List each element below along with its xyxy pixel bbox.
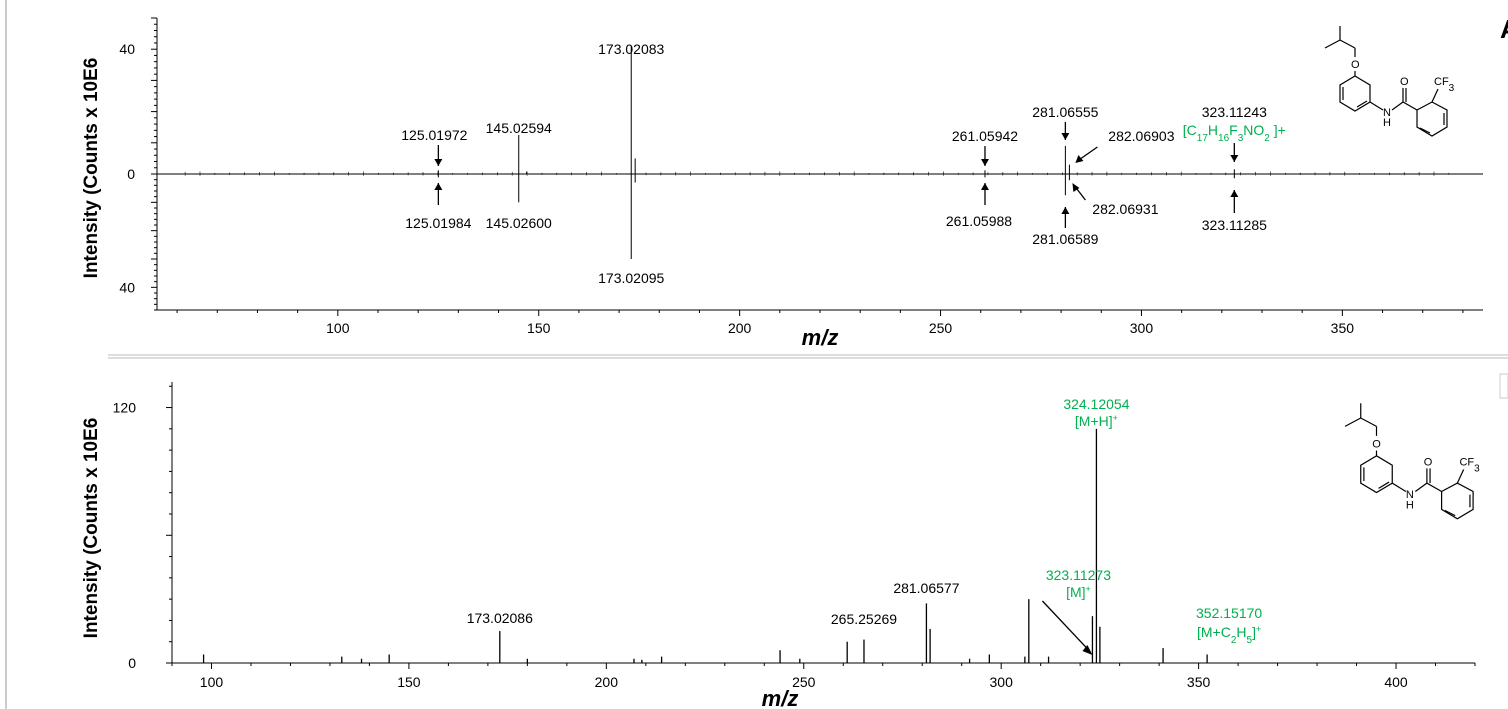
panel-a-structure-bond-cf3 xyxy=(1431,88,1439,103)
panel-b-y-ticks: 120 0 xyxy=(113,385,172,671)
panel-a-x-tick-label: 250 xyxy=(929,320,953,336)
panel-a-letter: A xyxy=(1500,14,1508,44)
panel-b-ion-label: [M]+ xyxy=(1066,584,1091,600)
panel-a-top-arrow-head xyxy=(1061,133,1070,140)
panel-a-bottom-arrow-head xyxy=(434,183,443,190)
panel-a-arrow-head xyxy=(1072,183,1080,192)
panel-a-y-tick-label: 40 xyxy=(119,279,135,295)
panel-b-structure-bond-n xyxy=(1391,482,1407,493)
panel-a-x-tick-label: 100 xyxy=(326,320,350,336)
panel-b-structure-drawing: O NH O CF3 xyxy=(1344,403,1480,520)
panel-a-x-tick-label: 200 xyxy=(728,320,752,336)
panel-b-structure-atom-o: O xyxy=(1372,438,1381,450)
panel-b-structure-ring-1 xyxy=(1360,455,1393,494)
panel-b-structure-ring-2 xyxy=(1440,482,1474,520)
panel-b-x-tick-label: 350 xyxy=(1187,674,1211,690)
panel-a-structure-ring-1-double-2 xyxy=(1356,100,1368,108)
panel-a-top-peak-label: 173.02083 xyxy=(598,41,664,57)
panel-b-ion-label: [M+H]+ xyxy=(1075,413,1118,429)
panel-a-x-ticks: 100 150 200 250 300 350 xyxy=(176,310,1464,336)
panel-b-y-axis-label: Intensity (Counts x 10E6 xyxy=(81,418,102,639)
panel-a-x-tick-label: 350 xyxy=(1331,320,1355,336)
panel-a-structure-ring-2 xyxy=(1416,101,1448,137)
panel-a-structure-ring-1 xyxy=(1339,75,1371,112)
panel-a-top-peak-label: 261.05942 xyxy=(952,128,1018,144)
panel-a-bottom-arrow-head xyxy=(1061,207,1070,214)
panel-a-x-axis-label: m/z xyxy=(802,325,839,350)
panel-b-structure-cf3-label: CF3 xyxy=(1459,456,1480,474)
panel-b-peak-label: 323.11273 xyxy=(1046,567,1111,583)
panel-b-y-tick-label: 120 xyxy=(113,400,137,416)
panel-a-formula-label: [C17H16F3NO2 ]+ xyxy=(1183,122,1286,144)
panel-a-structure-atom-o2: O xyxy=(1400,76,1409,88)
panel-b-x-tick-label: 200 xyxy=(595,674,619,690)
panel-a-bottom-peak-label: 261.05988 xyxy=(946,213,1012,229)
panel-b-structure-ring-2-double-2 xyxy=(1444,509,1456,517)
panel-b-structure-ring-1-double-2 xyxy=(1378,481,1390,489)
panel-a-bottom-peak-label: 323.11285 xyxy=(1202,217,1267,233)
panel-a-top-peak-label: 281.06555 xyxy=(1032,104,1098,120)
panel-b-structure-bond-cf3 xyxy=(1456,469,1465,484)
panel-b-peak-label: 281.06577 xyxy=(893,580,959,596)
panel-a-bottom-arrow-head xyxy=(1230,190,1239,197)
panel-a-structure-drawing: O NH O CF3 xyxy=(1324,26,1455,137)
panel-b-x-tick-label: 250 xyxy=(792,674,816,690)
panel-a-bottom-peak-label: 125.01984 xyxy=(405,215,471,231)
panel-a-top-arrow-head xyxy=(434,159,443,166)
panel-b-structure-atom-n: N xyxy=(1406,489,1414,501)
panel-a-structure-atom-n: N xyxy=(1383,107,1391,119)
panel-b-peak-label: 173.02086 xyxy=(467,610,533,626)
panel-b-x-tick-label: 400 xyxy=(1384,674,1408,690)
panel-b-structure-amide xyxy=(1414,482,1442,493)
panel-a-structure-atom-o: O xyxy=(1351,59,1360,71)
panel-a-structure-bond-n xyxy=(1369,101,1384,111)
panel-a-arrow-head xyxy=(1075,155,1084,163)
panel-b-x-ticks: 100 150 200 250 300 350 400 xyxy=(171,663,1476,690)
panel-b-peak-label: 352.15170 xyxy=(1196,605,1262,621)
panel-b-structure-isopropyl xyxy=(1344,417,1377,427)
panel-b-structure-atom-o2: O xyxy=(1424,456,1433,468)
panel-a-peaks: 125.01972 145.02594 173.02083 261.05942 281.… xyxy=(184,41,1450,286)
panel-b-x-tick-label: 100 xyxy=(200,674,224,690)
panel-a-structure-amide xyxy=(1391,101,1418,111)
panel-a-top-peak-label: 323.11243 xyxy=(1202,104,1267,120)
panel-b-x-tick-label: 150 xyxy=(397,674,421,690)
panel-a-x-tick-label: 150 xyxy=(527,320,551,336)
panel-b-y-tick-label: 0 xyxy=(128,655,136,671)
panel-a-x-tick-label: 300 xyxy=(1130,320,1154,336)
panel-a-structure-cf3-label: CF3 xyxy=(1434,76,1455,94)
panel-a-y-tick-label: 0 xyxy=(127,166,135,182)
panel-a-bottom-peak-label: 282.06931 xyxy=(1092,201,1158,217)
panel-b-ion-label: [M+C2H5]+ xyxy=(1197,624,1261,646)
panel-b-x-axis-label: m/z xyxy=(762,686,799,709)
panel-a-y-axis-label: Intensity (Counts x 10E6 xyxy=(81,58,102,279)
panel-b: 120 0 100 150 200 250 300 350 400 173.02086 265.… xyxy=(81,373,1508,709)
panel-a-y-ticks: 40 0 40 xyxy=(119,17,157,311)
panel-a-top-peak-label: 125.01972 xyxy=(401,127,467,143)
panel-b-peaks: 173.02086 265.25269 281.06577 323.11273[M]+… xyxy=(202,396,1262,663)
panel-b-peak-label: 265.25269 xyxy=(831,611,897,627)
panel-a-top-peak-label: 145.02594 xyxy=(486,120,552,136)
panel-a-top-arrow-head xyxy=(1230,155,1239,162)
panel-a: 40 0 40 100 150 200 250 300 350 125.01972 145.02… xyxy=(81,14,1508,350)
panel-b-letter-box xyxy=(1499,373,1508,399)
panel-a-y-tick-label: 40 xyxy=(119,41,135,57)
panel-a-top-arrow-head xyxy=(980,159,989,166)
panel-a-structure-atom-h: H xyxy=(1383,117,1391,129)
panel-b-arrow-head xyxy=(1082,645,1093,655)
panel-a-structure-ring-2-double-2 xyxy=(1419,127,1431,134)
panel-b-arrow-shaft xyxy=(1041,600,1091,653)
panel-a-bottom-peak-label: 145.02600 xyxy=(486,215,552,231)
panel-a-top-peak-label: 282.06903 xyxy=(1108,128,1174,144)
panel-b-structure-atom-h: H xyxy=(1406,499,1414,511)
panel-b-x-tick-label: 300 xyxy=(990,674,1014,690)
panel-a-bottom-arrow-head xyxy=(980,183,989,190)
panel-a-structure-isopropyl xyxy=(1324,39,1356,49)
panel-b-peak-label: 324.12054 xyxy=(1063,396,1129,412)
panel-a-bottom-peak-label: 281.06589 xyxy=(1032,231,1098,247)
panel-a-bottom-peak-label: 173.02095 xyxy=(598,270,664,286)
